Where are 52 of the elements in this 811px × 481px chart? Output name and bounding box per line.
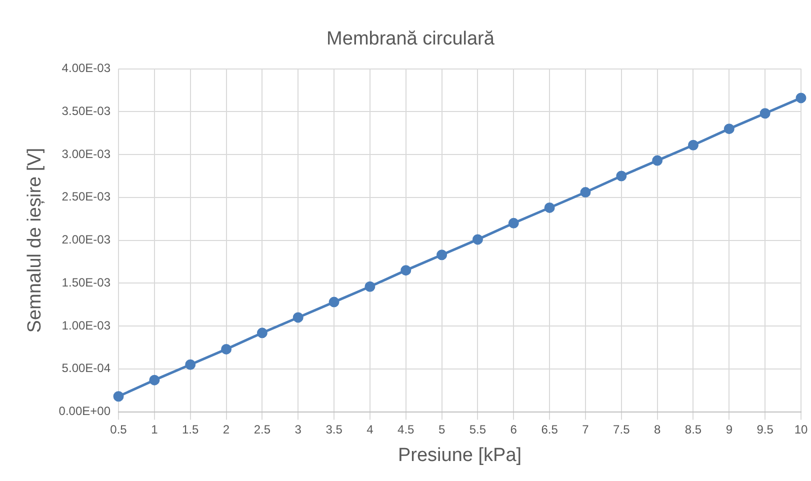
point <box>544 202 555 213</box>
point <box>508 218 519 228</box>
x-tick-label: 7 <box>582 422 590 436</box>
x-tick-label: 1 <box>151 422 158 436</box>
point <box>256 328 268 338</box>
point <box>616 170 627 182</box>
point <box>185 359 196 370</box>
x-tick-label: 6 <box>510 422 518 436</box>
y-tick-label: 5.00E-04 <box>62 361 111 376</box>
point <box>796 92 806 104</box>
y-tick-label: 1.00E-03 <box>62 318 111 332</box>
x-tick-label: 9.5 <box>756 422 774 436</box>
point <box>652 155 663 166</box>
y-tick-label: 1.50E-03 <box>62 275 111 290</box>
point <box>472 234 483 245</box>
point <box>724 124 734 134</box>
point <box>149 374 160 386</box>
x-tick-label: 3.5 <box>326 422 343 436</box>
x-tick-label: 1.5 <box>182 422 200 436</box>
y-tick-label: 0.00E+00 <box>58 404 111 418</box>
point <box>221 344 232 354</box>
y-tick-label: 3.50E-03 <box>62 104 111 118</box>
point <box>688 140 698 150</box>
point <box>436 250 448 260</box>
y-tick-label: 2.50E-03 <box>62 190 111 204</box>
x-tick-label: 6.5 <box>541 422 558 436</box>
x-tick-label: 8.5 <box>684 422 702 436</box>
x-tick-label: 9 <box>726 422 733 436</box>
x-tick-label: 5.5 <box>469 422 486 436</box>
point <box>760 108 770 119</box>
chart-title: Membrană circulară <box>326 28 495 50</box>
x-tick-label: 4.5 <box>398 422 415 436</box>
point <box>113 391 124 402</box>
x-tick-label: 8 <box>654 422 661 436</box>
x-tick-label: 2 <box>222 422 230 436</box>
x-tick-label: 3 <box>294 422 302 436</box>
point <box>364 281 376 292</box>
y-tick-label: 2.00E-03 <box>62 232 111 247</box>
point <box>328 296 340 308</box>
x-tick-label: 5 <box>438 422 446 436</box>
x-tick-label: 4 <box>366 422 374 436</box>
point <box>292 312 304 323</box>
x-tick-label: 0.5 <box>110 422 128 436</box>
x-tick-label: 7.5 <box>613 422 630 436</box>
x-axis-title: Presiune [kPa] <box>398 444 522 466</box>
x-tick-label: 10 <box>794 422 808 436</box>
point <box>400 265 412 276</box>
point <box>580 187 591 198</box>
x-tick-label: 2.5 <box>254 422 271 436</box>
y-tick-label: 3.00E-03 <box>62 146 111 161</box>
y-axis-title: Semnalul de ieșire [V] <box>24 148 46 333</box>
y-tick-label: 4.00E-03 <box>62 61 111 76</box>
